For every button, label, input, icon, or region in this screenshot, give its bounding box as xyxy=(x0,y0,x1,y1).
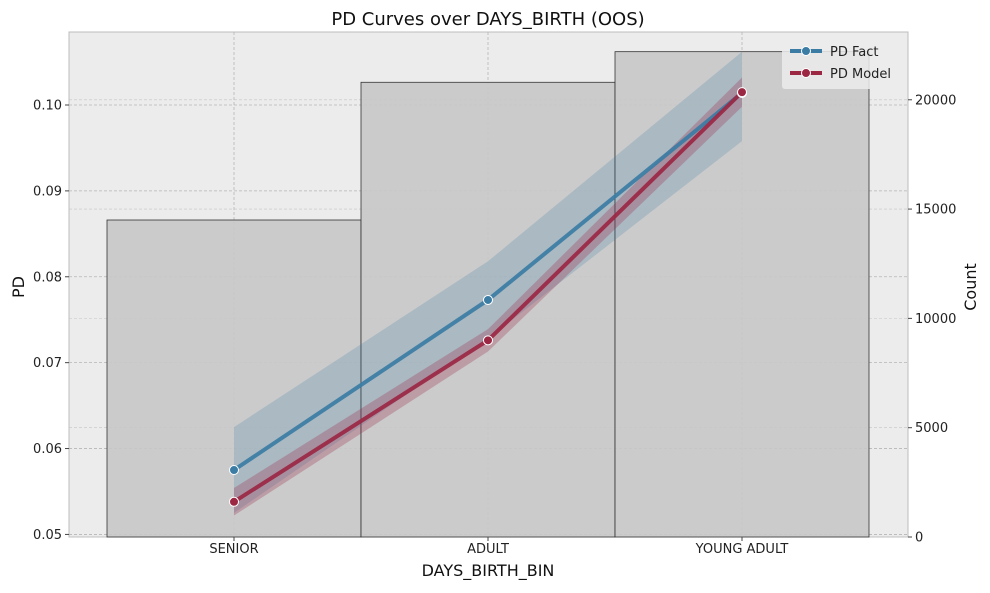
count-bar-adult xyxy=(360,81,616,538)
y2-tick-label: 10000 xyxy=(915,312,956,327)
count-bar-senior xyxy=(106,219,362,538)
y2-tick-label: 0 xyxy=(915,531,923,546)
y-tick-label: 0.07 xyxy=(33,356,62,371)
y-axis-label: PD xyxy=(9,276,28,298)
marker-pd-fact-adult xyxy=(483,294,493,305)
y-tick-label: 0.06 xyxy=(33,442,62,457)
x-axis-label: DAYS_BIRTH_BIN xyxy=(422,561,555,581)
y-tick-label: 0.09 xyxy=(33,184,62,199)
legend: PD Fact PD Model xyxy=(782,37,902,89)
legend-label-pd-model: PD Model xyxy=(830,67,891,82)
y2-tick-label: 20000 xyxy=(915,93,956,108)
x-tick-label: YOUNG ADULT xyxy=(695,542,789,557)
marker-pd-model-young-adult xyxy=(737,87,747,98)
count-bars xyxy=(106,51,870,538)
chart-title: PD Curves over DAYS_BIRTH (OOS) xyxy=(331,9,644,30)
y2-tick-label: 5000 xyxy=(915,421,948,436)
marker-pd-model-senior xyxy=(229,496,239,507)
legend-marker-pd-model xyxy=(801,68,811,78)
legend-label-pd-fact: PD Fact xyxy=(830,45,878,60)
ci-band-pd-fact xyxy=(234,51,742,513)
marker-pd-model-adult xyxy=(483,335,493,346)
y2-axis-label: Count xyxy=(961,263,980,311)
x-tick-label: ADULT xyxy=(467,542,509,557)
count-bar-young-adult xyxy=(614,51,870,538)
series-markers xyxy=(229,87,747,507)
y-tick-label: 0.08 xyxy=(33,270,62,285)
marker-pd-fact-senior xyxy=(229,465,239,476)
legend-marker-pd-fact xyxy=(801,46,811,56)
y-tick-label: 0.10 xyxy=(33,99,62,114)
x-tick-label: SENIOR xyxy=(209,542,258,557)
axes: 0.05 0.06 0.07 0.08 0.09 0.10 0 5000 10000 15000 2… xyxy=(33,93,956,557)
y2-tick-label: 15000 xyxy=(915,203,956,218)
y-tick-label: 0.05 xyxy=(33,528,62,543)
